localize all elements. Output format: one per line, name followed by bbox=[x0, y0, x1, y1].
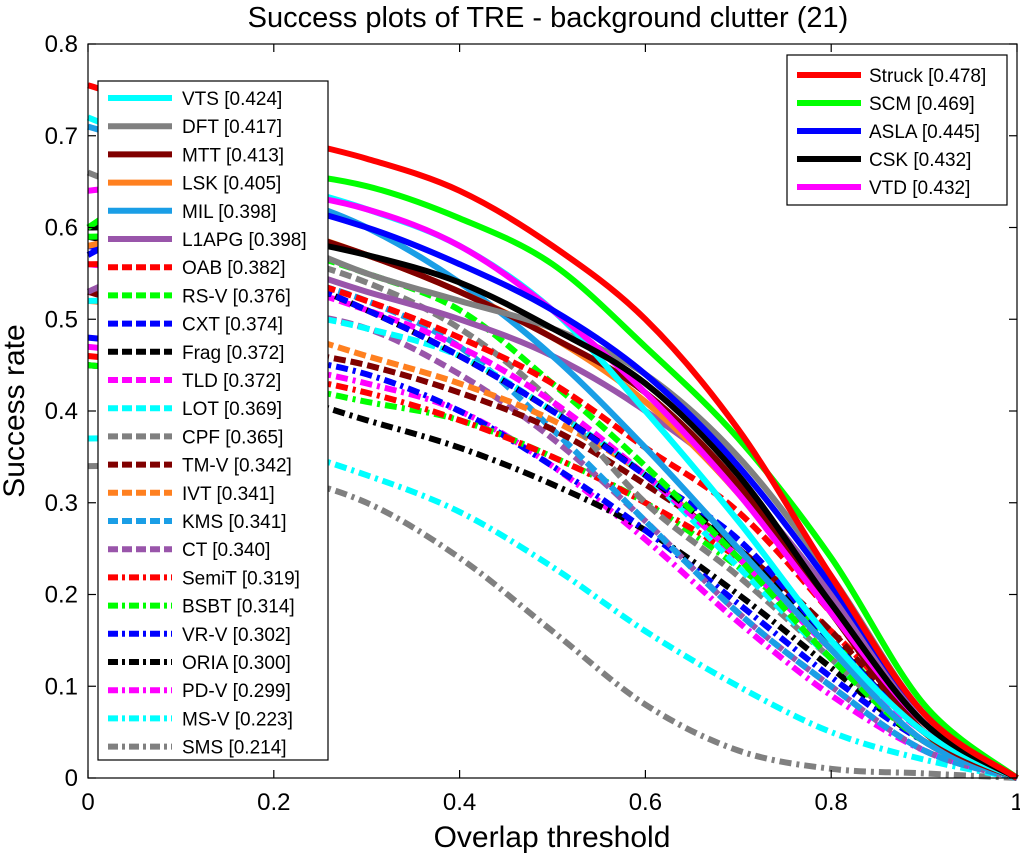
x-tick-label: 0 bbox=[81, 789, 94, 816]
legend-label-frag: Frag [0.372] bbox=[182, 343, 284, 364]
x-tick-label: 0.4 bbox=[443, 789, 476, 816]
x-tick-label: 0.8 bbox=[815, 789, 848, 816]
legend-label-lsk: LSK [0.405] bbox=[182, 174, 281, 195]
y-tick-label: 0.5 bbox=[45, 306, 78, 333]
series-line-sms bbox=[87, 462, 1018, 781]
legend-label-rs-v: RS-V [0.376] bbox=[182, 286, 291, 307]
legend-label-vts: VTS [0.424] bbox=[182, 89, 282, 110]
legend-label-oria: ORIA [0.300] bbox=[182, 653, 291, 674]
legend-label-semit: SemiT [0.319] bbox=[182, 568, 300, 589]
legend-label-mtt: MTT [0.413] bbox=[182, 145, 284, 166]
legend-label-oab: OAB [0.382] bbox=[182, 258, 286, 279]
legend-right: Struck [0.478] SCM [0.469] ASLA [0.445] CSK… bbox=[786, 54, 1008, 206]
y-tick-label: 0.1 bbox=[45, 673, 78, 700]
legend-label-tm-v: TM-V [0.342] bbox=[182, 456, 292, 477]
y-tick-label: 0.6 bbox=[45, 215, 78, 242]
x-tick-label: 0.6 bbox=[629, 789, 662, 816]
chart-title: Success plots of TRE - background clutte… bbox=[248, 2, 849, 34]
legend-label-kms: KMS [0.341] bbox=[182, 512, 287, 533]
y-tick-label: 0.7 bbox=[45, 123, 78, 150]
legend-label-ivt: IVT [0.341] bbox=[182, 484, 275, 505]
legend-label-mil: MIL [0.398] bbox=[182, 202, 276, 223]
legend-label-asla: ASLA [0.445] bbox=[869, 122, 980, 143]
y-tick-label: 0 bbox=[65, 765, 78, 792]
legend-label-l1apg: L1APG [0.398] bbox=[182, 230, 307, 251]
y-tick-label: 0.8 bbox=[45, 31, 78, 58]
legend-label-csk: CSK [0.432] bbox=[869, 150, 971, 171]
y-tick-label: 0.2 bbox=[45, 582, 78, 609]
y-tick-label: 0.3 bbox=[45, 490, 78, 517]
legend-label-pd-v: PD-V [0.299] bbox=[182, 681, 291, 702]
legend-label-scm: SCM [0.469] bbox=[869, 94, 975, 115]
legend-label-cpf: CPF [0.365] bbox=[182, 427, 283, 448]
y-axis-label: Success rate bbox=[0, 324, 31, 497]
legend-label-lot: LOT [0.369] bbox=[182, 399, 282, 420]
legend-label-struck: Struck [0.478] bbox=[869, 66, 986, 87]
legend-left: VTS [0.424] DFT [0.417] MTT [0.413] LSK [0.… bbox=[97, 80, 329, 761]
x-tick-label: 1 bbox=[1010, 789, 1020, 816]
legend-label-vtd: VTD [0.432] bbox=[869, 178, 970, 199]
legend-label-ms-v: MS-V [0.223] bbox=[182, 709, 293, 730]
y-tick-label: 0.4 bbox=[45, 398, 78, 425]
x-tick-label: 0.2 bbox=[257, 789, 290, 816]
x-axis-label: Overlap threshold bbox=[434, 821, 671, 854]
legend-label-cxt: CXT [0.374] bbox=[182, 315, 283, 336]
legend-label-dft: DFT [0.417] bbox=[182, 117, 282, 138]
legend-box bbox=[97, 80, 329, 761]
legend-label-sms: SMS [0.214] bbox=[182, 738, 287, 759]
legend-label-vr-v: VR-V [0.302] bbox=[182, 625, 291, 646]
legend-label-tld: TLD [0.372] bbox=[182, 371, 281, 392]
legend-label-bsbt: BSBT [0.314] bbox=[182, 597, 295, 618]
legend-label-ct: CT [0.340] bbox=[182, 540, 270, 561]
tick-layer: 0 0.2 0.4 0.6 0.8 1 0 0.1 0.2 0.3 0.4 0.5 0.6 0.7 0.8 bbox=[45, 31, 1020, 816]
